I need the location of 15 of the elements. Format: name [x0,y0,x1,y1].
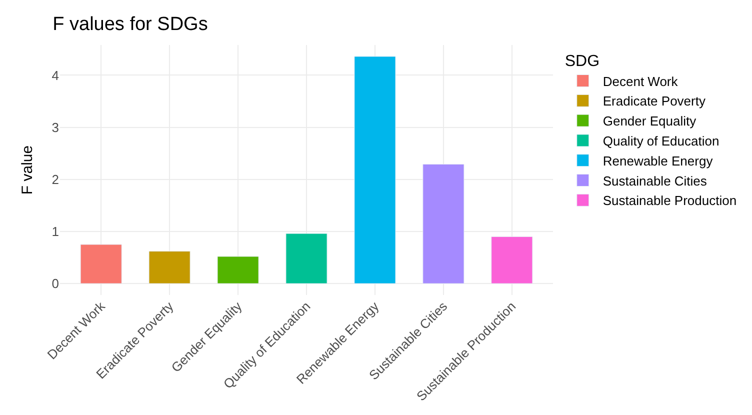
legend-label: Quality of Education [602,134,720,149]
y-axis-title: F value [19,145,36,195]
y-tick-label: 2 [52,172,59,187]
legend-title: SDG [564,52,600,70]
y-tick-label: 3 [52,120,59,135]
legend-label: Eradicate Poverty [602,94,706,109]
legend-label: Sustainable Production [602,193,737,208]
chart-title: F values for SDGs [52,14,208,35]
legend-label: Decent Work [602,74,678,89]
y-tick-label: 1 [52,224,59,240]
legend-label: Renewable Energy [602,153,714,168]
legend-label: Gender Equality [602,114,697,129]
y-tick-label: 4 [52,68,59,83]
y-tick-label: 0 [52,276,59,292]
legend-label: Sustainable Cities [602,173,708,188]
